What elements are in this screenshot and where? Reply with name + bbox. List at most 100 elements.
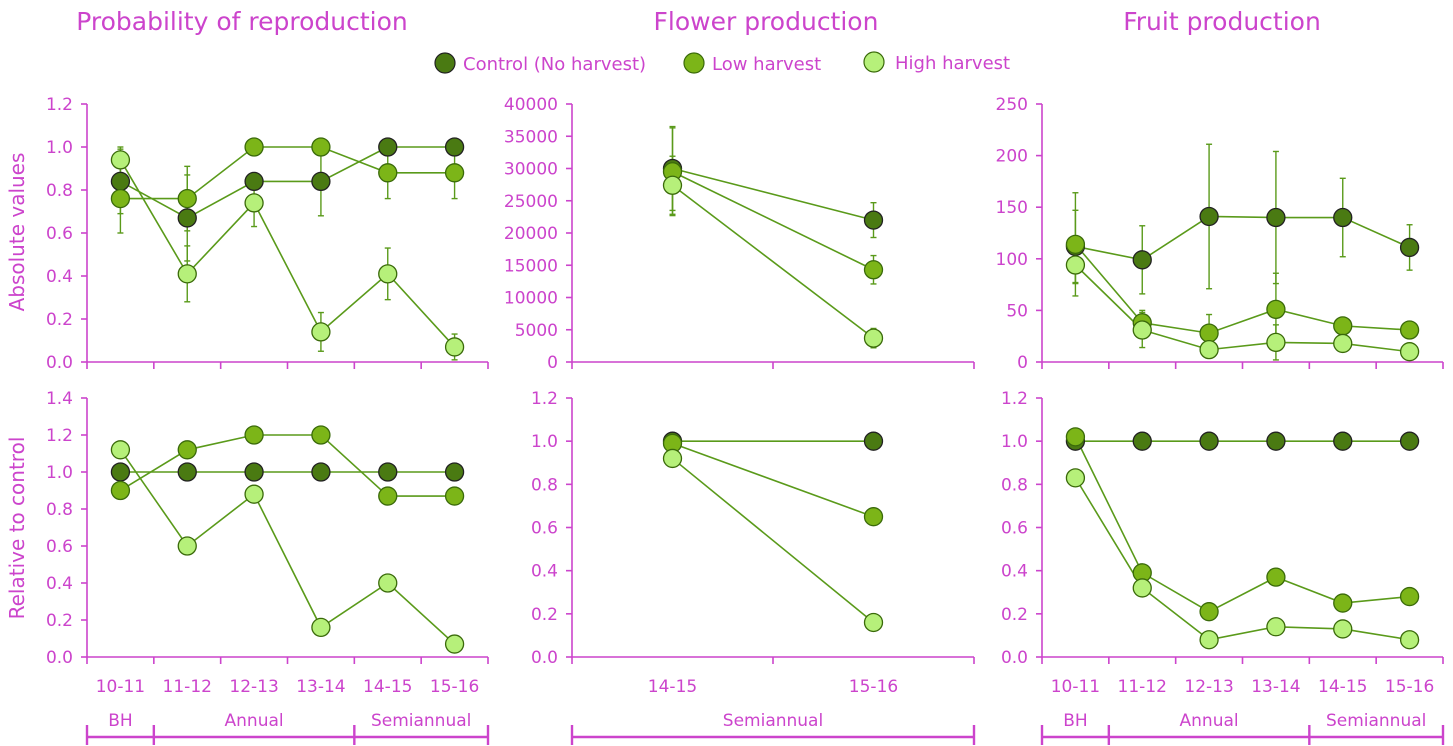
legend-label-control: Control (No harvest) <box>463 54 646 75</box>
y-tick-label: 40000 <box>504 95 558 115</box>
data-point-control <box>1266 207 1286 228</box>
data-point-high <box>1065 468 1086 488</box>
data-point-low <box>1333 316 1353 336</box>
legend-marker-high <box>863 51 885 73</box>
y-tick-label: 0.4 <box>46 267 73 287</box>
data-point-control <box>311 171 331 192</box>
period-band-label: Annual <box>1180 711 1239 731</box>
y-tick-label: 1.2 <box>46 426 73 446</box>
y-tick-label: 0.0 <box>46 353 73 373</box>
data-point-control <box>1199 431 1219 451</box>
legend: Control (No harvest) Low harvest High ha… <box>434 51 1010 75</box>
y-tick-label: 1.0 <box>46 138 73 158</box>
y-tick-label: 1.2 <box>531 389 558 409</box>
data-point-control <box>378 462 398 482</box>
x-tick-label: 10-11 <box>96 677 145 697</box>
series-line-low <box>120 146 455 200</box>
period-band: BH Annual Semiannual <box>1040 711 1445 745</box>
y-tick-label: 0.0 <box>1001 648 1028 668</box>
y-tick-label: 10000 <box>504 289 558 309</box>
series-line-low <box>672 442 874 518</box>
x-tick-label: 13-14 <box>1251 677 1300 697</box>
period-band-label: Semiannual <box>723 711 823 731</box>
panel-title-fruit: Fruit production <box>1123 7 1321 36</box>
data-point-control <box>444 462 465 482</box>
panel-title-flower: Flower production <box>654 7 879 36</box>
panel-prob-rel: 0.0 0.2 0.4 0.6 0.8 1.0 1.2 1.4 <box>46 389 489 668</box>
period-band-label: Semiannual <box>371 711 471 731</box>
row-label-absolute: Absolute values <box>5 153 29 312</box>
y-tick-label: 200 <box>996 147 1028 167</box>
data-point-high <box>1266 617 1286 637</box>
y-tick-label: 0.8 <box>1001 475 1028 495</box>
y-tick-label: 0.2 <box>46 310 73 330</box>
series-line-high <box>671 457 875 624</box>
series-line-high <box>119 449 456 645</box>
data-point-low <box>311 425 331 445</box>
data-point-low <box>1065 234 1086 255</box>
data-point-control <box>311 462 331 482</box>
data-point-control <box>110 462 131 482</box>
data-point-low <box>1333 593 1353 613</box>
x-tick-labels: 10-11 11-12 12-13 13-14 14-15 15-16 14-15 15-16… <box>96 677 1435 697</box>
y-tick-label: 0 <box>1017 353 1028 373</box>
series-line-control <box>120 146 455 219</box>
y-tick-label: 100 <box>996 250 1028 270</box>
data-point-high <box>110 150 131 170</box>
data-point-high <box>1333 333 1353 354</box>
legend-label-low: Low harvest <box>712 54 821 75</box>
x-tick-label: 14-15 <box>1318 677 1367 697</box>
data-point-low <box>378 486 398 506</box>
y-tick-label: 1.4 <box>46 389 73 409</box>
data-point-low <box>177 440 197 460</box>
data-point-high <box>1132 578 1152 598</box>
data-point-control <box>863 431 884 451</box>
data-point-high <box>863 612 884 633</box>
y-tick-label: 50 <box>1006 301 1028 321</box>
data-point-control <box>1132 431 1152 451</box>
y-tick-label: 0.4 <box>531 562 558 582</box>
legend-marker-low <box>683 52 705 74</box>
series-line-low <box>672 171 874 271</box>
data-point-high <box>1399 342 1420 362</box>
period-band: BH Annual Semiannual <box>85 711 490 745</box>
y-tick-label: 5000 <box>515 321 558 341</box>
data-point-low <box>1399 586 1420 607</box>
panel-title-probability: Probability of reproduction <box>76 7 408 36</box>
y-tick-label: 0.2 <box>531 605 558 625</box>
series-line-high <box>672 184 874 339</box>
y-tick-label: 150 <box>996 198 1028 218</box>
y-tick-label: 0.0 <box>46 648 73 668</box>
data-point-low <box>378 163 398 183</box>
y-tick-label: 0.8 <box>46 500 73 520</box>
data-point-low <box>863 507 884 527</box>
y-tick-label: 30000 <box>504 160 558 180</box>
x-tick-label: 15-16 <box>849 677 898 697</box>
y-tick-label: 250 <box>996 95 1028 115</box>
series-line-high <box>1074 264 1410 353</box>
y-tick-label: 0.0 <box>531 648 558 668</box>
y-tick-label: 20000 <box>504 224 558 244</box>
data-point-low <box>244 137 264 157</box>
data-point-high <box>244 193 264 213</box>
row-label-relative: Relative to control <box>5 437 29 620</box>
data-point-control <box>1199 206 1219 227</box>
y-tick-label: 0.4 <box>1001 562 1028 582</box>
data-point-control <box>1399 431 1420 451</box>
data-point-control <box>863 210 884 230</box>
data-point-low <box>1065 427 1086 447</box>
data-point-high <box>444 634 465 654</box>
data-point-high <box>1199 339 1219 360</box>
y-tick-label: 25000 <box>504 192 558 212</box>
data-point-low <box>863 260 884 280</box>
legend-label-high: High harvest <box>895 53 1010 74</box>
data-point-control <box>244 171 264 192</box>
data-point-high <box>378 573 398 593</box>
data-point-high <box>1399 630 1420 650</box>
data-point-control <box>444 137 465 157</box>
y-tick-label: 1.0 <box>531 432 558 452</box>
y-tick-label: 0.6 <box>46 224 73 244</box>
data-point-high <box>244 484 264 504</box>
data-point-low <box>1399 320 1420 340</box>
